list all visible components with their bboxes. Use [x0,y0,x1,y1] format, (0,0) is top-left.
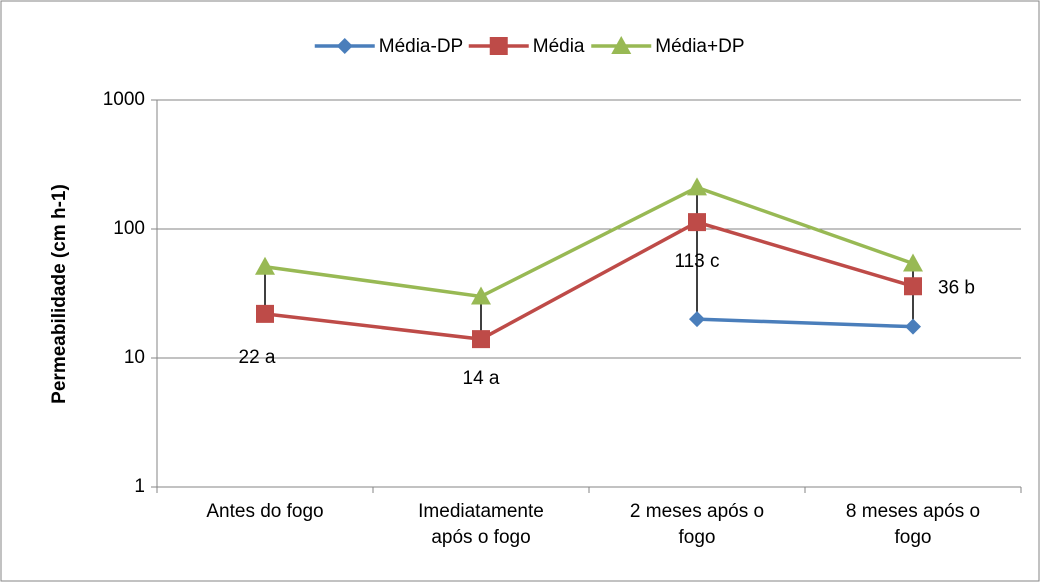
y-tick-label: 1000 [103,89,145,110]
marker [903,253,923,272]
y-axis-label: Permeabilidade (cm h-1) [49,184,70,404]
y-tick-label: 1 [134,476,145,497]
data-label: 14 a [463,368,500,389]
marker [689,311,705,328]
marker [687,177,707,196]
marker [336,38,353,54]
series-line [264,185,914,299]
data-label: 113 c [674,251,719,272]
data-label: 36 b [938,277,975,298]
series-line [696,317,914,329]
y-tick-label: 10 [124,347,145,368]
x-tick-label: Imediatamente após o fogo [418,501,544,548]
legend-label: Média-DP [379,36,463,57]
legend-item: Média-DP [314,36,463,57]
legend-item: Média [468,36,585,57]
marker [904,277,922,296]
x-tick-label: Antes do fogo [206,501,323,522]
marker [255,256,275,275]
marker [256,304,274,323]
data-label: 22 a [239,347,276,368]
legend-item: Média+DP [591,36,745,57]
marker [905,318,921,335]
legend-label: Média [533,36,585,57]
x-tick-label: 8 meses após o fogo [846,501,980,548]
marker [471,286,491,305]
legend-label: Média+DP [655,36,744,57]
marker [472,330,490,349]
x-tick-label: 2 meses após o fogo [630,501,764,548]
series-line [264,220,914,341]
marker [688,213,706,232]
y-tick-label: 100 [113,218,145,239]
marker [489,37,508,55]
marker [611,36,632,54]
